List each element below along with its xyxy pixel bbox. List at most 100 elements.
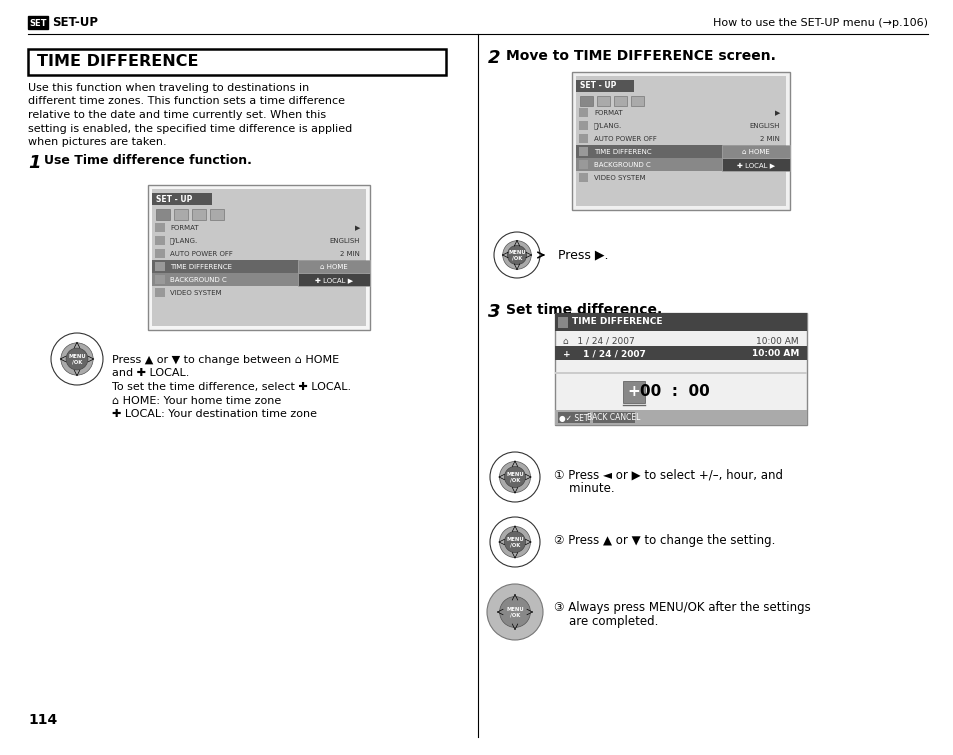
Text: are completed.: are completed. bbox=[554, 615, 658, 628]
Text: 2: 2 bbox=[488, 49, 500, 67]
Bar bbox=[578, 173, 587, 182]
Bar bbox=[578, 134, 587, 143]
Text: MENU
/OK: MENU /OK bbox=[506, 472, 523, 482]
Text: 3: 3 bbox=[488, 303, 500, 321]
Text: SET: SET bbox=[30, 19, 47, 27]
Bar bbox=[593, 412, 635, 423]
Text: 10:00 AM: 10:00 AM bbox=[751, 350, 799, 359]
Text: 10:00 AM: 10:00 AM bbox=[756, 337, 799, 346]
Bar bbox=[578, 121, 587, 130]
Text: AUTO POWER OFF: AUTO POWER OFF bbox=[170, 251, 233, 257]
Bar bbox=[210, 209, 224, 220]
Text: 00  :  00: 00 : 00 bbox=[639, 384, 709, 399]
Circle shape bbox=[499, 526, 530, 557]
Bar bbox=[721, 158, 789, 171]
Text: minute.: minute. bbox=[554, 482, 614, 495]
Bar bbox=[152, 189, 366, 326]
Circle shape bbox=[486, 584, 542, 640]
Text: BACK CANCEL: BACK CANCEL bbox=[587, 414, 640, 423]
Text: Move to TIME DIFFERENCE screen.: Move to TIME DIFFERENCE screen. bbox=[505, 49, 775, 63]
Text: ENGLISH: ENGLISH bbox=[329, 238, 359, 244]
Text: ●✓ SET: ●✓ SET bbox=[558, 414, 588, 423]
Text: MENU
/OK: MENU /OK bbox=[506, 537, 523, 547]
Bar bbox=[558, 412, 589, 423]
Circle shape bbox=[502, 241, 531, 270]
Text: VIDEO SYSTEM: VIDEO SYSTEM bbox=[594, 175, 645, 181]
Text: FORMAT: FORMAT bbox=[170, 225, 198, 231]
Bar bbox=[156, 209, 170, 220]
Text: different time zones. This function sets a time difference: different time zones. This function sets… bbox=[28, 97, 345, 106]
Bar bbox=[579, 96, 593, 106]
Text: ⌂ HOME: ⌂ HOME bbox=[320, 264, 348, 270]
Text: BACKGROUND C: BACKGROUND C bbox=[594, 162, 650, 168]
Text: ③ Always press MENU/OK after the settings: ③ Always press MENU/OK after the setting… bbox=[554, 601, 810, 614]
Bar bbox=[630, 96, 643, 106]
Bar bbox=[152, 193, 212, 205]
Text: when pictures are taken.: when pictures are taken. bbox=[28, 137, 167, 147]
Circle shape bbox=[61, 343, 93, 375]
Bar bbox=[555, 346, 806, 360]
Text: Press ▲ or ▼ to change between ⌂ HOME: Press ▲ or ▼ to change between ⌂ HOME bbox=[112, 355, 338, 365]
Circle shape bbox=[504, 532, 525, 553]
Text: SET - UP: SET - UP bbox=[579, 82, 616, 91]
Bar bbox=[576, 80, 634, 92]
Text: 2 MIN: 2 MIN bbox=[340, 251, 359, 257]
Text: MENU
/OK: MENU /OK bbox=[68, 353, 86, 365]
Text: ▶: ▶ bbox=[355, 225, 359, 231]
Circle shape bbox=[499, 596, 530, 627]
Text: Use Time difference function.: Use Time difference function. bbox=[44, 154, 252, 167]
Text: MENU
/OK: MENU /OK bbox=[506, 606, 523, 618]
Bar bbox=[614, 96, 626, 106]
Text: FORMAT: FORMAT bbox=[594, 110, 622, 116]
Bar bbox=[555, 410, 806, 425]
Bar bbox=[576, 76, 785, 206]
Bar bbox=[154, 236, 165, 245]
Bar bbox=[576, 145, 785, 158]
Bar bbox=[597, 96, 609, 106]
Text: BACKGROUND C: BACKGROUND C bbox=[170, 277, 227, 283]
Text: +: + bbox=[627, 384, 639, 399]
Bar bbox=[154, 262, 165, 271]
Text: How to use the SET-UP menu (→p.106): How to use the SET-UP menu (→p.106) bbox=[712, 18, 927, 28]
Text: Use this function when traveling to destinations in: Use this function when traveling to dest… bbox=[28, 83, 309, 93]
Text: TIME DIFFERENCE: TIME DIFFERENCE bbox=[170, 264, 232, 270]
Bar bbox=[173, 209, 188, 220]
Bar bbox=[576, 158, 785, 171]
Bar bbox=[152, 273, 366, 286]
Text: ⌂ HOME: Your home time zone: ⌂ HOME: Your home time zone bbox=[112, 396, 281, 405]
Bar bbox=[721, 145, 789, 158]
Text: 内/LANG.: 内/LANG. bbox=[594, 123, 621, 129]
Bar bbox=[572, 72, 789, 210]
Bar bbox=[154, 223, 165, 232]
Text: To set the time difference, select ✚ LOCAL.: To set the time difference, select ✚ LOC… bbox=[112, 382, 351, 392]
Text: MENU
/OK: MENU /OK bbox=[508, 250, 525, 260]
Bar bbox=[578, 160, 587, 169]
Bar bbox=[578, 108, 587, 117]
Text: and ✚ LOCAL.: and ✚ LOCAL. bbox=[112, 368, 190, 378]
Text: TIME DIFFERENCE: TIME DIFFERENCE bbox=[37, 54, 198, 69]
Circle shape bbox=[504, 467, 525, 488]
Circle shape bbox=[507, 245, 526, 265]
Bar bbox=[152, 260, 366, 273]
Text: 114: 114 bbox=[28, 713, 57, 727]
Bar bbox=[558, 317, 567, 328]
Bar bbox=[192, 209, 206, 220]
Text: setting is enabled, the specified time difference is applied: setting is enabled, the specified time d… bbox=[28, 124, 352, 134]
Text: ⌂ HOME: ⌂ HOME bbox=[741, 149, 769, 155]
Text: AUTO POWER OFF: AUTO POWER OFF bbox=[594, 136, 657, 142]
Text: TIME DIFFERENCE: TIME DIFFERENCE bbox=[572, 318, 661, 326]
Text: Press ▶.: Press ▶. bbox=[558, 248, 608, 261]
Text: ▶: ▶ bbox=[774, 110, 780, 116]
Text: SET - UP: SET - UP bbox=[156, 195, 193, 204]
Text: ② Press ▲ or ▼ to change the setting.: ② Press ▲ or ▼ to change the setting. bbox=[554, 534, 775, 547]
Bar bbox=[154, 275, 165, 284]
Bar bbox=[555, 313, 806, 425]
Bar bbox=[555, 372, 806, 374]
Bar bbox=[555, 313, 806, 331]
Text: ✚ LOCAL ▶: ✚ LOCAL ▶ bbox=[736, 162, 774, 168]
Text: TIME DIFFERENC: TIME DIFFERENC bbox=[594, 149, 651, 155]
Bar bbox=[28, 49, 446, 75]
Bar bbox=[154, 288, 165, 297]
Text: ✚ LOCAL ▶: ✚ LOCAL ▶ bbox=[314, 277, 353, 283]
Text: ⌂   1 / 24 / 2007: ⌂ 1 / 24 / 2007 bbox=[562, 337, 634, 346]
